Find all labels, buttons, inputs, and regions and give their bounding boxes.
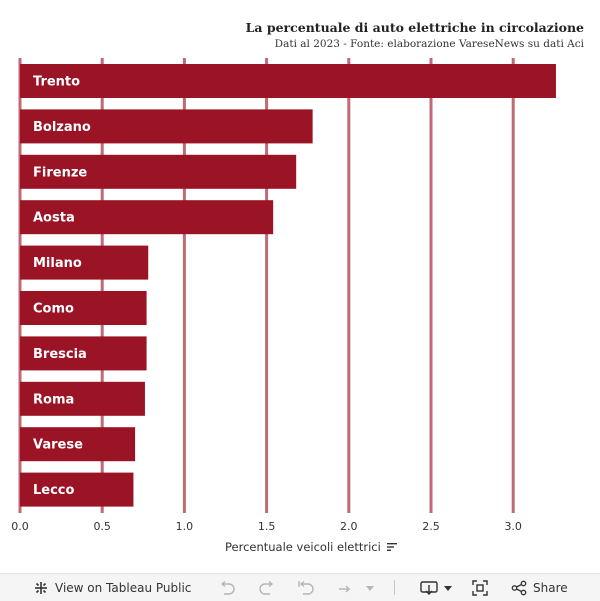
bar[interactable] bbox=[20, 245, 149, 280]
refresh-button[interactable] bbox=[336, 574, 354, 601]
x-tick-label: 2.5 bbox=[422, 520, 440, 533]
bar[interactable] bbox=[20, 472, 134, 507]
bar[interactable] bbox=[20, 64, 556, 98]
bar-label: Lecco bbox=[33, 483, 75, 498]
bar-label: Milano bbox=[33, 256, 82, 271]
bar-label: Brescia bbox=[33, 347, 87, 362]
x-tick-label: 1.5 bbox=[258, 520, 276, 533]
x-axis-title[interactable]: Percentuale veicoli elettrici bbox=[225, 540, 397, 554]
bar-label: Firenze bbox=[33, 165, 87, 180]
bar-label: Como bbox=[33, 302, 74, 317]
bar[interactable] bbox=[20, 381, 145, 416]
revert-button[interactable] bbox=[297, 574, 315, 601]
share-label: Share bbox=[533, 580, 568, 595]
bars: Trento Bolzano Firenze Aosta Milano Como Bresc… bbox=[20, 64, 556, 507]
x-tick-label: 2.0 bbox=[340, 520, 358, 533]
x-axis-ticks: 0.0 0.5 1.0 1.5 2.0 2.5 3.0 bbox=[11, 520, 522, 533]
x-tick-label: 0.0 bbox=[11, 520, 29, 533]
download-icon bbox=[420, 580, 438, 595]
revert-icon bbox=[298, 580, 314, 595]
redo-button[interactable] bbox=[258, 574, 276, 601]
undo-icon bbox=[220, 580, 235, 595]
refresh-icon bbox=[339, 585, 351, 592]
bar[interactable] bbox=[20, 427, 136, 462]
refresh-dropdown[interactable] bbox=[366, 574, 374, 601]
bar[interactable] bbox=[20, 200, 274, 235]
toolbar-separator bbox=[394, 580, 395, 595]
view-on-tableau-button[interactable]: View on Tableau Public bbox=[33, 574, 191, 601]
sort-icon[interactable] bbox=[386, 542, 397, 552]
undo-button[interactable] bbox=[218, 574, 236, 601]
bar[interactable] bbox=[20, 154, 297, 189]
x-axis-label: Percentuale veicoli elettrici bbox=[225, 540, 381, 554]
bar-label: Roma bbox=[33, 392, 74, 407]
bar-label: Varese bbox=[33, 438, 83, 453]
chart-subtitle: Dati al 2023 - Fonte: elaborazione Vares… bbox=[274, 38, 584, 50]
redo-icon bbox=[259, 580, 274, 595]
x-tick-label: 1.0 bbox=[176, 520, 194, 533]
fullscreen-button[interactable] bbox=[472, 574, 488, 601]
dropdown-icon bbox=[444, 585, 452, 591]
fullscreen-icon bbox=[472, 579, 488, 596]
bar[interactable] bbox=[20, 109, 313, 144]
x-tick-label: 0.5 bbox=[93, 520, 111, 533]
share-icon bbox=[511, 580, 527, 595]
download-button[interactable] bbox=[420, 574, 452, 601]
bar[interactable] bbox=[20, 291, 147, 325]
bar-label: Trento bbox=[33, 75, 80, 90]
share-button[interactable]: Share bbox=[511, 574, 568, 601]
tableau-logo-icon bbox=[35, 581, 47, 594]
bar-label: Aosta bbox=[33, 211, 75, 226]
tableau-toolbar: View on Tableau Public bbox=[0, 573, 600, 601]
bar-label: Bolzano bbox=[33, 120, 91, 135]
x-tick-label: 3.0 bbox=[504, 520, 522, 533]
chart-title: La percentuale di auto elettriche in cir… bbox=[245, 20, 584, 35]
dropdown-icon bbox=[366, 585, 374, 591]
bar-chart: Trento Bolzano Firenze Aosta Milano Como Bresc… bbox=[11, 58, 556, 533]
view-on-tableau-label: View on Tableau Public bbox=[55, 580, 192, 595]
bar[interactable] bbox=[20, 336, 147, 371]
